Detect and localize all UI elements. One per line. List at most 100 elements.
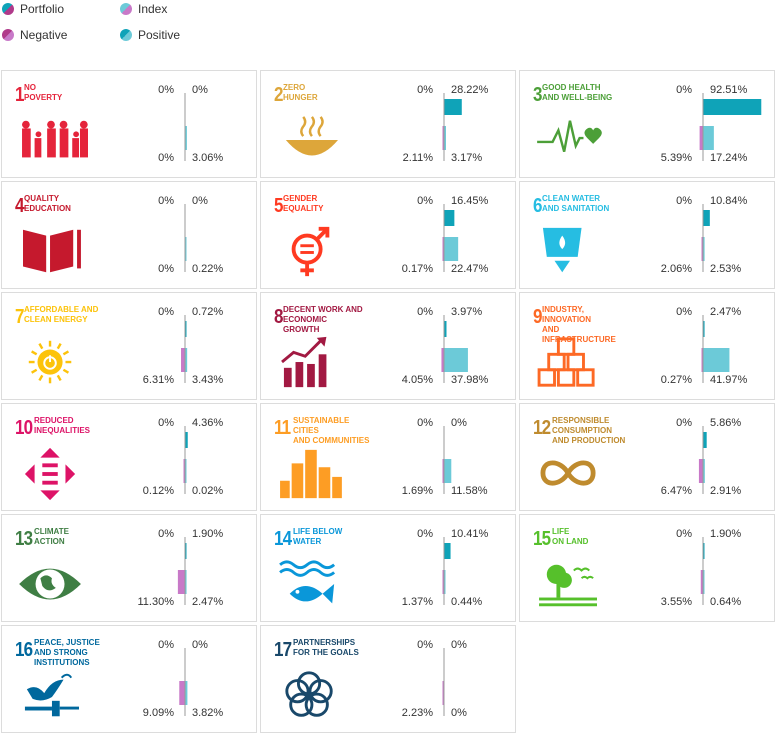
goal-bars — [179, 648, 188, 716]
portfolio-negative-value: 0% — [158, 306, 174, 318]
portfolio-negative-value: 0% — [158, 417, 174, 429]
portfolio-positive-value: 10.41% — [451, 528, 489, 540]
goal-title-line: POVERTY — [24, 93, 63, 102]
index-positive-value: 0.44% — [451, 596, 483, 608]
index-positive-bar — [185, 237, 187, 261]
portfolio-positive-bar — [185, 543, 187, 559]
goal-number: 13 — [15, 528, 33, 550]
index-positive-bar — [444, 237, 459, 261]
goal-title-line: REDUCED — [34, 416, 74, 425]
sdg-tile-14: 14 LIFE BELOW WATER 0% 10.41% 1.37% 0.44% — [260, 514, 516, 622]
portfolio-positive-value: 0% — [192, 639, 208, 651]
index-positive-value: 2.47% — [192, 596, 224, 608]
goal-title-line: RESPONSIBLE — [552, 416, 610, 425]
portfolio-negative-value: 0% — [676, 306, 692, 318]
goal-title: NO POVERTY — [24, 83, 104, 103]
goal-title: PARTNERSHIPS FOR THE GOALS — [293, 638, 373, 658]
index-positive-bar — [185, 681, 188, 705]
portfolio-negative-value: 0% — [417, 84, 433, 96]
city-icon — [280, 449, 342, 499]
earth-eye-icon — [19, 568, 81, 600]
index-positive-bar — [703, 348, 730, 372]
portfolio-positive-value: 0% — [192, 84, 208, 96]
portfolio-positive-value: 0.72% — [192, 306, 224, 318]
index-negative-bar — [177, 570, 185, 594]
sun-power-icon — [28, 340, 72, 384]
portfolio-positive-value: 0% — [192, 195, 208, 207]
index-negative-bar — [701, 237, 703, 261]
portfolio-negative-value: 0% — [417, 417, 433, 429]
portfolio-positive-value: 92.51% — [710, 84, 748, 96]
goal-bars — [442, 537, 451, 605]
index-negative-bar — [442, 681, 444, 705]
goal-title: RESPONSIBLE CONSUMPTION AND PRODUCTION — [552, 416, 632, 446]
index-positive-value: 3.43% — [192, 374, 224, 386]
portfolio-positive-value: 0% — [451, 639, 467, 651]
positive-legend-icon — [120, 29, 132, 41]
goal-title-line: GENDER — [283, 194, 318, 203]
index-positive-bar — [703, 459, 705, 483]
index-negative-bar — [442, 459, 444, 483]
goal-number: 16 — [15, 639, 33, 661]
index-negative-bar — [183, 459, 185, 483]
goal-title-line: CLIMATE — [34, 527, 69, 536]
index-negative-value: 0% — [158, 152, 174, 164]
index-positive-value: 0.22% — [192, 263, 224, 275]
goal-bars — [442, 93, 462, 161]
goal-title: INDUSTRY, INNOVATION AND INFRASTRUCTURE — [542, 305, 622, 345]
goal-number: 2 — [274, 84, 283, 106]
index-negative-bar — [698, 459, 703, 483]
infinity-icon — [540, 460, 596, 486]
index-negative-bar — [442, 570, 444, 594]
index-negative-value: 5.39% — [660, 152, 692, 164]
sdg-tile-2: 2 ZERO HUNGER 0% 28.22% 2.11% 3.17% — [260, 70, 516, 178]
goal-bars — [177, 537, 187, 605]
goal-title-line: AND WELL-BEING — [542, 93, 613, 102]
index-negative-value: 2.06% — [660, 263, 692, 275]
index-negative-bar — [441, 348, 444, 372]
goal-title: LIFE ON LAND — [552, 527, 632, 547]
tree-birds-icon — [539, 564, 597, 607]
index-positive-value: 0% — [451, 707, 467, 719]
goal-title: CLEAN WATER AND SANITATION — [542, 194, 622, 214]
legend-positive-label: Positive — [138, 28, 181, 42]
goal-title-line: ACTION — [34, 537, 65, 546]
goal-title: LIFE BELOW WATER — [293, 527, 373, 547]
goal-number: 6 — [533, 195, 542, 217]
sdg-tile-13: 13 CLIMATE ACTION 0% 1.90% 11.30% 2.47% — [1, 514, 257, 622]
index-negative-value: 11.30% — [137, 596, 175, 608]
goal-title-line: INEQUALITIES — [34, 426, 91, 435]
goal-title-line: HUNGER — [283, 93, 318, 102]
index-positive-bar — [444, 348, 468, 372]
index-positive-bar — [185, 348, 188, 372]
index-negative-value: 3.55% — [660, 596, 692, 608]
sdg-tile-7: 7 AFFORDABLE AND CLEAN ENERGY 0% 0.72% 6.31% 3… — [1, 292, 257, 400]
goal-title-line: GOOD HEALTH — [542, 83, 601, 92]
index-negative-value: 6.47% — [660, 485, 692, 497]
index-positive-bar — [185, 126, 187, 150]
goal-title-line: EDUCATION — [24, 204, 71, 213]
goal-title-line: INSTITUTIONS — [34, 658, 90, 667]
index-positive-value: 3.17% — [451, 152, 483, 164]
fish-icon — [279, 560, 336, 604]
goal-title-line: WATER — [293, 537, 322, 546]
portfolio-positive-bar — [444, 543, 451, 559]
goal-bars — [701, 204, 710, 272]
index-negative-value: 1.69% — [401, 485, 433, 497]
portfolio-negative-value: 0% — [158, 84, 174, 96]
goal-title: REDUCED INEQUALITIES — [34, 416, 114, 436]
goal-title-line: QUALITY — [24, 194, 60, 203]
portfolio-positive-value: 3.97% — [451, 306, 483, 318]
sdg-tile-3: 3 GOOD HEALTH AND WELL-BEING 0% 92.51% 5.39% 1… — [519, 70, 775, 178]
goal-number: 8 — [274, 306, 283, 328]
index-positive-bar — [444, 459, 452, 483]
goal-title-line: ECONOMIC GROWTH — [283, 315, 327, 334]
portfolio-negative-value: 0% — [676, 195, 692, 207]
goal-title-line: EQUALITY — [283, 204, 324, 213]
goal-title-line: AND SANITATION — [542, 204, 610, 213]
sdg-tile-17: 17 PARTNERSHIPS FOR THE GOALS 0% 0% 2.23% 0% — [260, 625, 516, 733]
goal-bars — [698, 426, 707, 494]
sdg-tile-10: 10 REDUCED INEQUALITIES 0% 4.36% 0.12% 0.02% — [1, 403, 257, 511]
equality-arrows-icon — [24, 447, 76, 501]
portfolio-positive-bar — [444, 99, 462, 115]
